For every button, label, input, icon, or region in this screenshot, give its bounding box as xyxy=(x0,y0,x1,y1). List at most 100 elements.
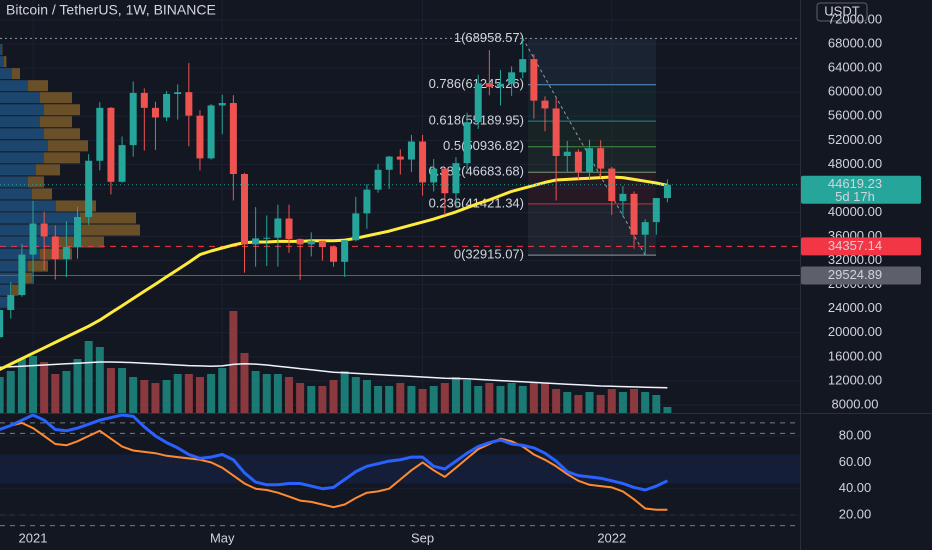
countdown-label: 5d 17h xyxy=(835,189,875,204)
volume-bar xyxy=(296,383,305,413)
candle-body xyxy=(196,115,204,159)
volume-bar xyxy=(374,386,383,413)
candle-body xyxy=(341,240,349,262)
oscillator-line xyxy=(0,421,668,511)
fib-label: 0(32915.07) xyxy=(454,247,524,262)
candle-body xyxy=(240,173,248,245)
price-badge-label: 34357.14 xyxy=(828,238,882,253)
volume-bar xyxy=(485,383,494,413)
y-tick-label: 68000.00 xyxy=(828,36,882,51)
currency[interactable]: USDT xyxy=(824,3,859,18)
volume-profile-down xyxy=(44,152,80,164)
volume-bar xyxy=(641,392,650,413)
candle-body xyxy=(62,247,70,260)
volume-bar xyxy=(40,362,49,413)
volume-bar xyxy=(6,371,15,413)
candle-body xyxy=(652,198,660,223)
volume-profile-down xyxy=(36,164,60,176)
volume-profile-down xyxy=(12,284,19,296)
last-price-label: 44619.23 xyxy=(828,176,882,191)
volume-profile-up xyxy=(0,56,4,68)
currency-box[interactable] xyxy=(816,2,868,22)
candle-body xyxy=(151,107,159,118)
y-tick-label: 24000.00 xyxy=(828,300,882,315)
candle-body xyxy=(229,103,237,174)
volume-bar xyxy=(62,371,71,413)
volume-profile-up xyxy=(0,116,40,128)
candle-body xyxy=(85,160,93,217)
y-tick-label: 56000.00 xyxy=(828,108,882,123)
volume-bar xyxy=(118,368,127,413)
volume-bar xyxy=(307,386,316,413)
candle-body xyxy=(430,168,438,183)
volume-bar xyxy=(329,380,338,413)
volume-profile-up xyxy=(0,272,20,284)
candle-body xyxy=(541,100,549,109)
fib-label: 0.382(46683.68) xyxy=(429,164,524,179)
candle-body xyxy=(474,83,482,123)
volume-bar xyxy=(229,311,238,413)
volume-profile-down xyxy=(32,188,52,200)
fib-zone xyxy=(528,121,656,147)
candle-body xyxy=(485,83,493,87)
candle-body xyxy=(496,83,504,87)
candle-body xyxy=(463,122,471,164)
y-tick-label: 20000.00 xyxy=(828,324,882,339)
price-badge xyxy=(801,266,921,285)
volume-profile-down xyxy=(40,92,72,104)
fib-zone xyxy=(528,84,656,122)
volume-bar xyxy=(618,392,627,413)
volume-bar xyxy=(630,389,639,413)
candle-body xyxy=(129,92,137,146)
x-tick-label: May xyxy=(210,530,235,545)
last-price-badge xyxy=(801,175,921,204)
candle-body xyxy=(18,254,26,296)
volume-bar xyxy=(173,374,182,413)
fib-label: 1(68958.57) xyxy=(454,30,524,45)
ma-line xyxy=(0,175,668,371)
fib-label: 0.5(50936.82) xyxy=(443,138,524,153)
volume-profile-up xyxy=(0,284,12,296)
volume-profile-down xyxy=(44,104,80,116)
candle-body xyxy=(630,193,638,235)
volume-bar xyxy=(552,389,561,413)
volume-ma-line xyxy=(0,361,668,389)
volume-bar xyxy=(440,383,449,413)
candle-body xyxy=(7,295,15,311)
x-tick-label: Sep xyxy=(411,530,434,545)
candle-body xyxy=(0,310,4,338)
volume-profile-down xyxy=(80,212,136,224)
volume-bar xyxy=(607,389,616,413)
oscillator-pane xyxy=(0,414,800,527)
volume-bar xyxy=(17,359,26,413)
volume-profile-up xyxy=(0,68,12,80)
y-tick-label: 72000.00 xyxy=(828,11,882,26)
volume-bar xyxy=(507,383,516,413)
volume-profile-down xyxy=(56,200,96,212)
volume-profile-up xyxy=(0,104,44,116)
volume-bar xyxy=(273,374,282,413)
candle-body xyxy=(508,72,516,84)
candle-body xyxy=(163,94,171,118)
volume-bar xyxy=(351,377,360,413)
volume-profile-up xyxy=(0,248,40,260)
volume-profile-down xyxy=(1,44,3,56)
volume-bar xyxy=(563,392,572,413)
candle-body xyxy=(296,238,304,245)
candle-body xyxy=(586,148,594,173)
candle-body xyxy=(318,240,326,248)
volume-profile-down xyxy=(12,68,20,80)
fib-zone xyxy=(528,38,656,85)
volume-bar xyxy=(518,386,527,413)
candle-body xyxy=(74,216,82,248)
candle-body xyxy=(519,59,527,73)
y-tick-label: 12000.00 xyxy=(828,372,882,387)
y2-tick-label: 80.00 xyxy=(839,427,872,442)
volume-profile-down xyxy=(28,260,48,272)
candle-body xyxy=(185,92,193,116)
volume-bar xyxy=(496,386,505,413)
volume-bar xyxy=(541,383,549,413)
candle-body xyxy=(385,156,393,170)
volume-bar xyxy=(596,395,605,413)
volume-bar xyxy=(451,377,460,413)
